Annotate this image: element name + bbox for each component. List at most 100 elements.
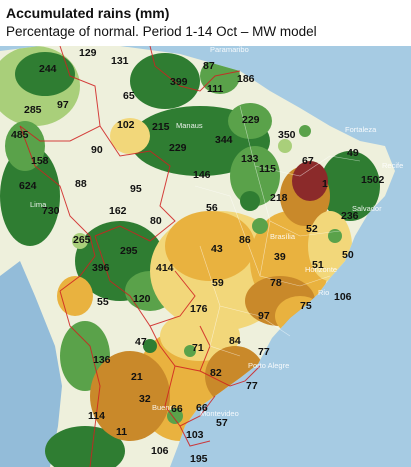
value-label: 50 bbox=[342, 249, 354, 261]
value-label: 95 bbox=[130, 183, 142, 195]
value-label: 32 bbox=[139, 393, 151, 405]
value-label: 265 bbox=[73, 234, 91, 246]
value-label: 57 bbox=[216, 417, 228, 429]
zone-bahia-dry bbox=[308, 211, 352, 281]
value-label: 88 bbox=[75, 178, 87, 190]
value-label: 133 bbox=[241, 153, 259, 165]
value-label: 129 bbox=[79, 47, 97, 59]
value-label: 344 bbox=[215, 134, 233, 146]
zone-piaui-extreme bbox=[292, 161, 328, 201]
value-label: 136 bbox=[93, 354, 111, 366]
value-label: 295 bbox=[120, 245, 138, 257]
wet-patch bbox=[252, 218, 268, 234]
city-labels: Paramaribo Manaus Fortaleza Recife Salva… bbox=[30, 46, 403, 418]
pacific-coast-water bbox=[0, 261, 62, 467]
value-label: 229 bbox=[242, 114, 260, 126]
city-label-porto-alegre: Porto Alegre bbox=[248, 361, 289, 370]
value-label: 186 bbox=[237, 73, 255, 85]
value-label: 67 bbox=[302, 155, 314, 167]
city-label-lima: Lima bbox=[30, 200, 47, 209]
value-label: 55 bbox=[97, 296, 109, 308]
wet-patch bbox=[299, 125, 311, 137]
zone-amapa bbox=[228, 103, 272, 139]
value-label: 47 bbox=[135, 336, 147, 348]
wet-patch bbox=[143, 339, 157, 353]
value-label: 176 bbox=[190, 303, 208, 315]
value-label: 396 bbox=[92, 262, 110, 274]
value-label: 103 bbox=[186, 429, 204, 441]
value-label: 21 bbox=[131, 371, 143, 383]
value-label: 77 bbox=[246, 380, 258, 392]
value-label: 399 bbox=[170, 76, 188, 88]
value-label: 77 bbox=[258, 346, 270, 358]
value-label: 114 bbox=[88, 410, 105, 422]
value-label: 162 bbox=[109, 205, 127, 217]
value-labels: 129 131 87 244 399 186 65 111 285 97 102… bbox=[11, 47, 385, 465]
city-label-paramaribo: Paramaribo bbox=[210, 46, 249, 54]
value-label: 86 bbox=[239, 234, 251, 246]
value-label: 730 bbox=[42, 205, 60, 217]
value-label: 195 bbox=[190, 453, 208, 465]
city-label-salvador: Salvador bbox=[352, 204, 382, 213]
city-label-recife: Recife bbox=[382, 161, 403, 170]
zone-west-highlands bbox=[5, 121, 45, 171]
rainfall-map-canvas: Paramaribo Manaus Fortaleza Recife Salva… bbox=[0, 46, 411, 467]
value-label: 131 bbox=[111, 55, 129, 67]
city-label-horizonte: Horizonte bbox=[305, 265, 337, 274]
value-label: 52 bbox=[306, 223, 318, 235]
value-label: 414 bbox=[156, 262, 174, 274]
city-label-bueno: Bueno bbox=[152, 403, 174, 412]
value-label: 1 bbox=[322, 178, 328, 190]
value-label: 56 bbox=[206, 202, 218, 214]
value-label: 1502 bbox=[361, 174, 385, 186]
value-label: 215 bbox=[152, 121, 170, 133]
value-label: 75 bbox=[300, 300, 312, 312]
value-label: 229 bbox=[169, 142, 187, 154]
city-label-rio: Rio bbox=[318, 288, 329, 297]
value-label: 11 bbox=[116, 426, 127, 438]
value-label: 71 bbox=[192, 342, 204, 354]
zone-colombia-very-wet bbox=[15, 52, 75, 96]
value-label: 59 bbox=[212, 277, 224, 289]
value-label: 65 bbox=[123, 90, 135, 102]
value-label: 158 bbox=[31, 155, 49, 167]
value-label: 485 bbox=[11, 129, 29, 141]
zone-ne-wet bbox=[320, 151, 380, 221]
wet-patch bbox=[167, 408, 183, 424]
value-label: 106 bbox=[334, 291, 352, 303]
city-label-manaus: Manaus bbox=[176, 121, 203, 130]
value-label: 90 bbox=[91, 144, 103, 156]
zone-central-very-dry bbox=[165, 211, 255, 281]
map-subtitle: Percentage of normal. Period 1-14 Oct – … bbox=[6, 24, 317, 39]
zone-paraguay-dry bbox=[160, 311, 240, 361]
wet-patch bbox=[184, 345, 196, 357]
zone-central-wet bbox=[230, 146, 280, 206]
wet-patch bbox=[328, 229, 342, 243]
value-label: 111 bbox=[207, 83, 224, 95]
wet-patch bbox=[72, 233, 88, 249]
value-label: 624 bbox=[19, 180, 37, 192]
zone-amazon-dry-north bbox=[110, 118, 150, 154]
city-label-brasilia: Brasília bbox=[270, 232, 296, 241]
value-label: 87 bbox=[203, 60, 215, 72]
value-label: 43 bbox=[211, 243, 223, 255]
rainfall-map[interactable]: Paramaribo Manaus Fortaleza Recife Salva… bbox=[0, 46, 411, 467]
value-label: 97 bbox=[57, 99, 69, 111]
value-label: 82 bbox=[210, 367, 222, 379]
value-label: 66 bbox=[171, 403, 183, 415]
zone-west-peru-wet bbox=[0, 146, 60, 246]
value-label: 49 bbox=[347, 147, 359, 159]
value-label: 51 bbox=[312, 259, 324, 271]
value-label: 84 bbox=[229, 335, 241, 347]
wet-patch bbox=[278, 139, 292, 153]
value-label: 285 bbox=[24, 104, 42, 116]
value-label: 78 bbox=[270, 277, 282, 289]
country-borders bbox=[19, 46, 261, 467]
map-title: Accumulated rains (mm) bbox=[6, 5, 170, 21]
value-label: 106 bbox=[151, 445, 169, 457]
value-label: 97 bbox=[258, 310, 270, 322]
value-label: 102 bbox=[117, 119, 135, 131]
value-label: 115 bbox=[259, 163, 276, 175]
state-borders bbox=[194, 105, 361, 357]
value-label: 350 bbox=[278, 129, 296, 141]
